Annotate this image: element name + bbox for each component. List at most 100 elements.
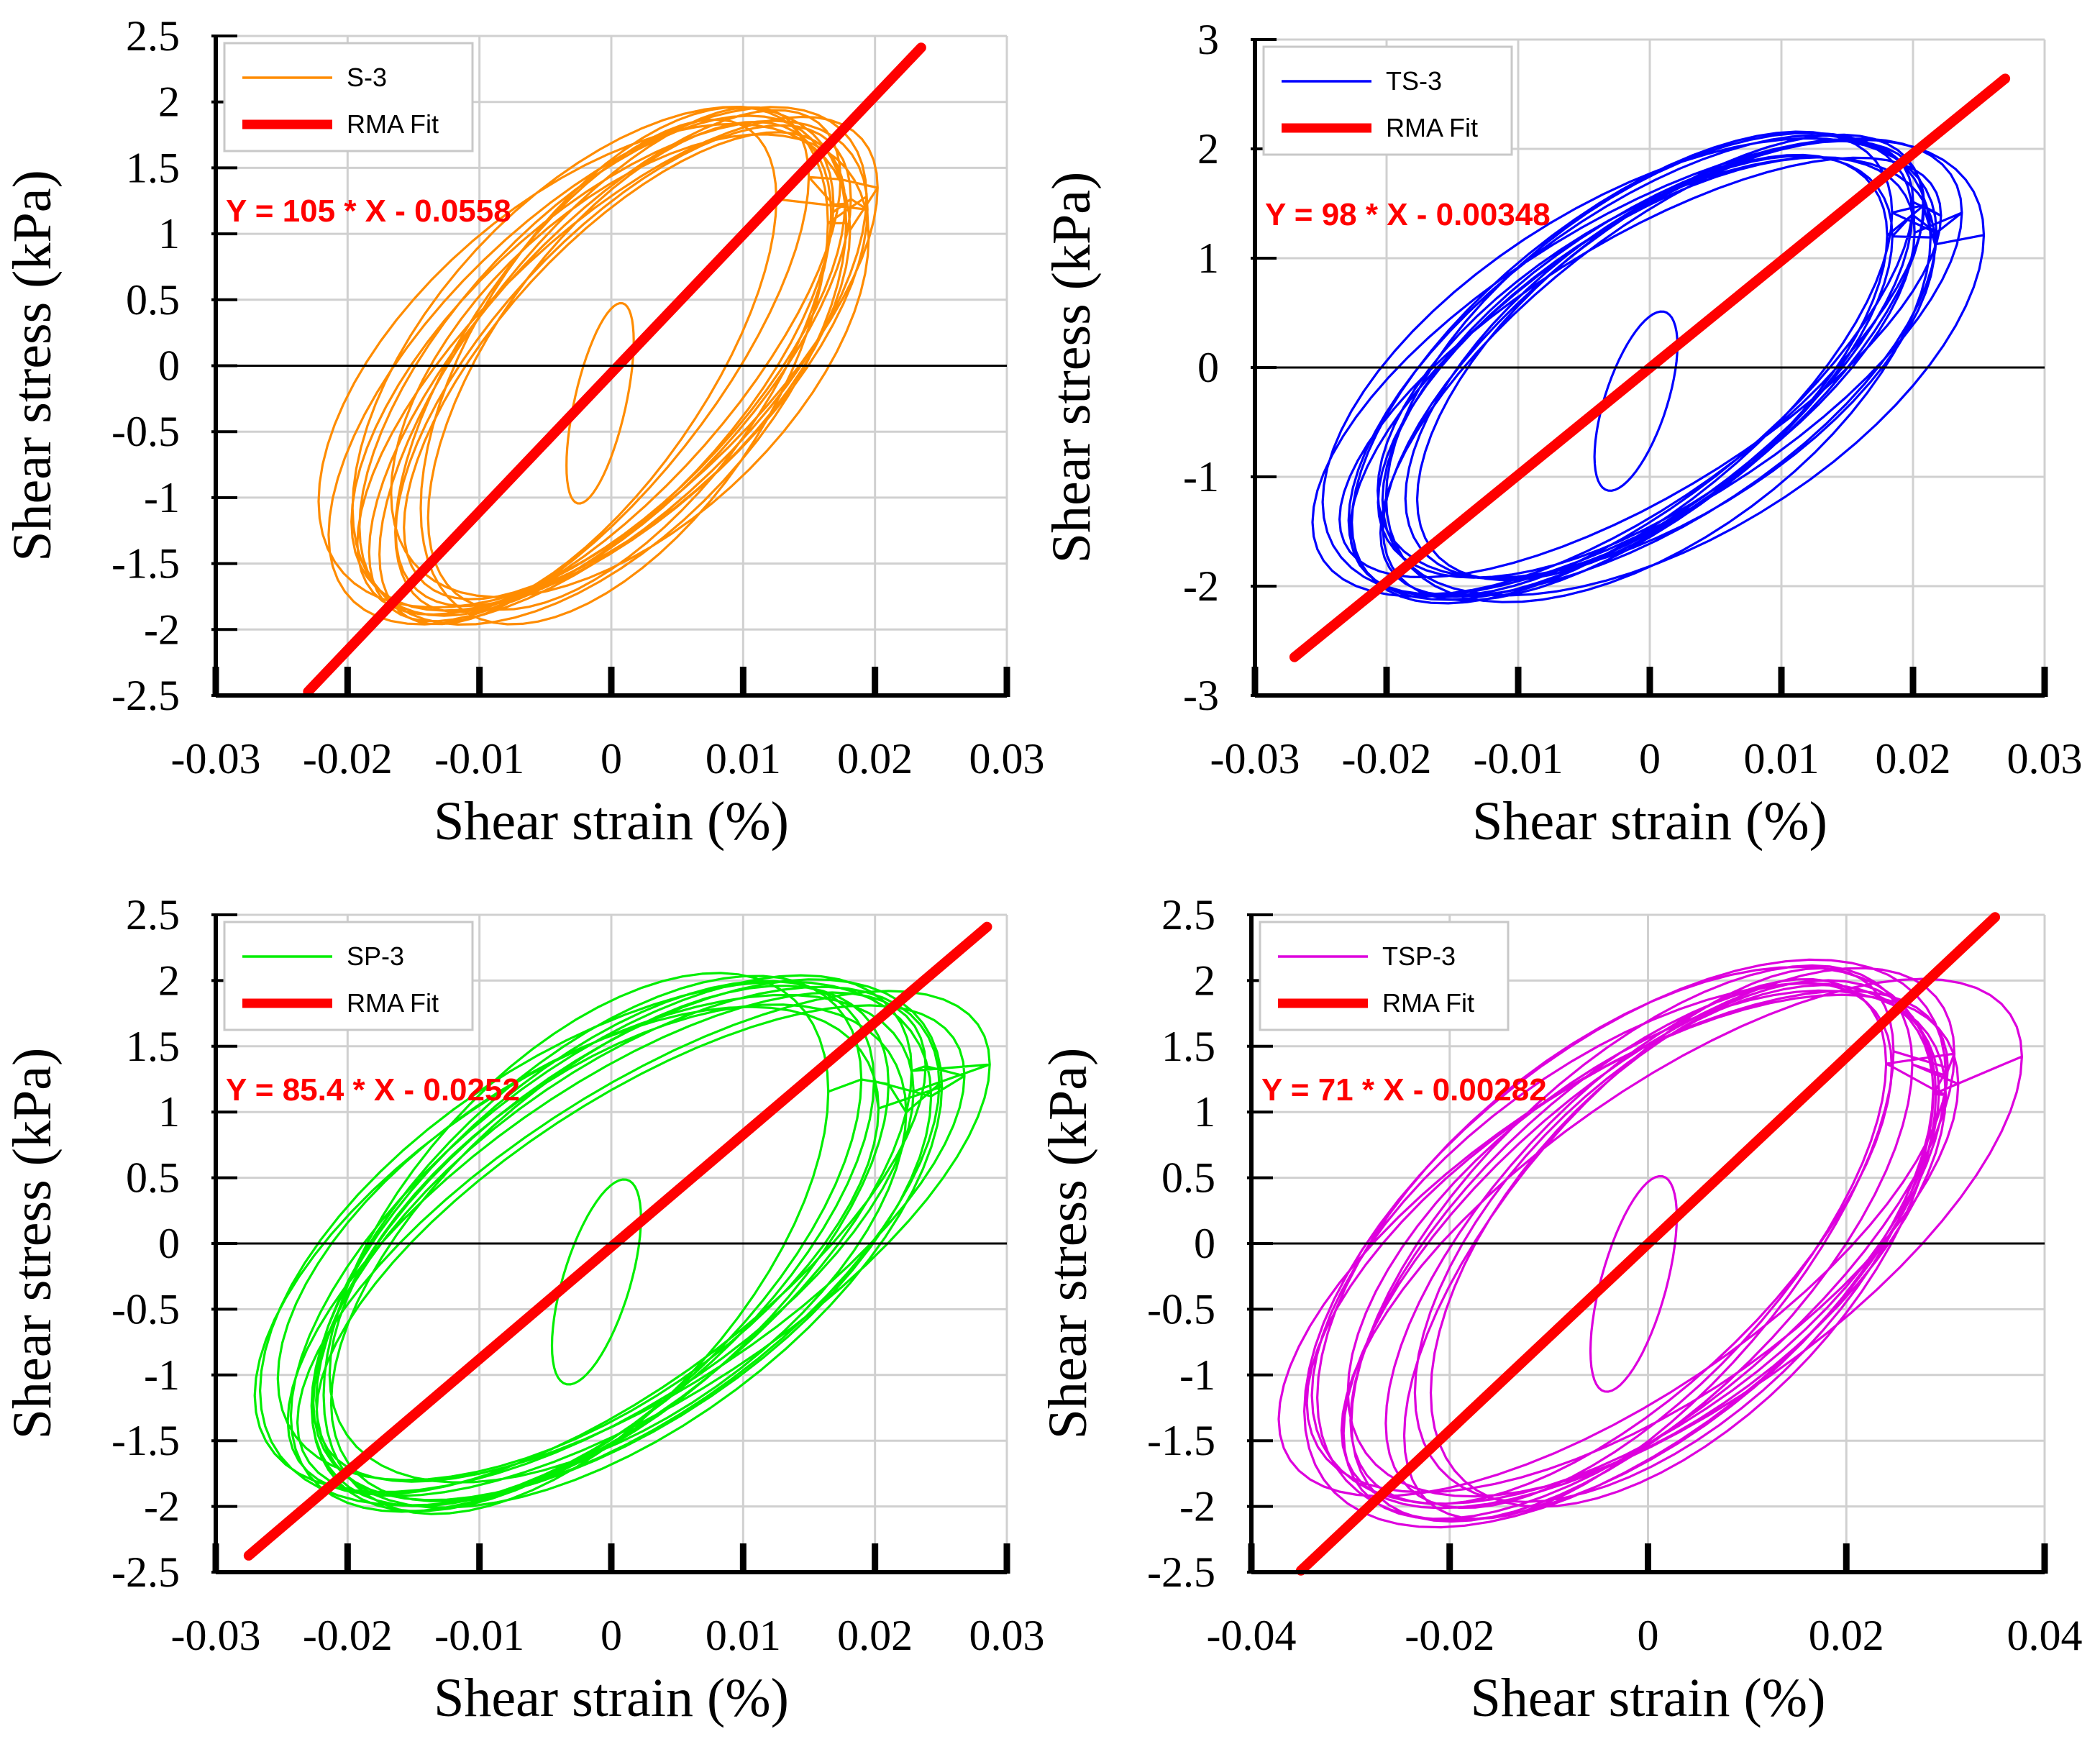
y-tick-label: 1 <box>158 210 180 257</box>
hysteresis-loops-TS-3 <box>1311 130 1986 605</box>
x-tick-label: 0.02 <box>1809 1612 1884 1659</box>
legend-label: TSP-3 <box>1382 941 1456 971</box>
y-tick-label: 2 <box>1197 125 1219 173</box>
legend-label: RMA Fit <box>347 988 439 1018</box>
y-tick-label: 2 <box>158 78 180 126</box>
y-tick-label: -2.5 <box>111 672 180 719</box>
fit-equation: Y = 85.4 * X - 0.0252 <box>226 1072 520 1108</box>
y-tick-label: 3 <box>1197 16 1219 63</box>
rma-fit-line <box>303 42 926 697</box>
legend-label: RMA Fit <box>1386 113 1478 142</box>
y-axis-title: Shear stress (kPa) <box>1041 172 1102 564</box>
legend-box <box>1259 921 1510 1031</box>
x-tick-label: -0.03 <box>171 1612 261 1659</box>
y-tick-label: 2.5 <box>126 12 180 60</box>
plot-area <box>253 972 991 1515</box>
y-tick-label: 2.5 <box>126 891 180 939</box>
x-tick-label: -0.01 <box>1474 735 1563 782</box>
x-tick-label: 0.02 <box>837 1612 913 1659</box>
x-tick-label: 0.03 <box>969 1612 1045 1659</box>
y-tick-label: -0.5 <box>1147 1285 1215 1333</box>
x-tick-label: 0 <box>1639 735 1661 782</box>
x-tick-label: -0.02 <box>303 1612 393 1659</box>
x-axis-title: Shear strain (%) <box>434 791 789 852</box>
fit-equation: Y = 98 * X - 0.00348 <box>1265 197 1551 232</box>
x-tick-label: 0.03 <box>969 735 1045 782</box>
x-tick-label: -0.03 <box>171 735 261 782</box>
x-tick-label: 0.01 <box>1744 735 1820 782</box>
x-tick-label: 0.03 <box>2007 735 2083 782</box>
legend-label: SP-3 <box>347 941 404 971</box>
x-tick-label: 0.02 <box>837 735 913 782</box>
y-tick-label: -2 <box>1179 1483 1215 1530</box>
y-tick-label: -1.5 <box>1147 1417 1215 1464</box>
y-tick-label: 2.5 <box>1161 891 1215 939</box>
hysteresis-loops-TSP-3 <box>1277 958 2023 1529</box>
y-axis-title: Shear stress (kPa) <box>2 1048 63 1440</box>
x-axis-title: Shear strain (%) <box>1472 791 1827 852</box>
y-tick-label: -0.5 <box>111 408 180 455</box>
y-axis-title: Shear stress (kPa) <box>1038 1048 1098 1440</box>
x-axis-title: Shear strain (%) <box>1471 1668 1826 1728</box>
rma-fit-line <box>243 921 992 1561</box>
chart-panel-top-right: -0.03 -0.02 -0.01 0 0.01 0.02 0.03 3 2 1 0 -1 -2 -3 Sh… <box>1041 16 2083 852</box>
plot-area <box>1311 130 1986 605</box>
y-tick-label: 1.5 <box>126 1023 180 1070</box>
legend-label: RMA Fit <box>1382 988 1474 1018</box>
y-tick-label: -0.5 <box>111 1285 180 1333</box>
x-tick-label: -0.01 <box>434 735 524 782</box>
y-tick-label: 1.5 <box>1161 1023 1215 1070</box>
y-tick-label: -1.5 <box>111 540 180 588</box>
x-tick-label: -0.02 <box>303 735 393 782</box>
y-tick-label: -1 <box>1179 1351 1215 1399</box>
x-tick-label: -0.01 <box>434 1612 524 1659</box>
legend-box <box>1262 45 1513 156</box>
x-tick-label: 0.04 <box>2007 1612 2083 1659</box>
x-axis-title: Shear strain (%) <box>434 1668 789 1728</box>
x-tick-label: 0.02 <box>1876 735 1951 782</box>
y-tick-label: -2.5 <box>111 1548 180 1596</box>
y-tick-label: 0 <box>1194 1220 1215 1267</box>
hysteresis-loops-SP-3 <box>253 972 991 1515</box>
y-tick-label: 1.5 <box>126 144 180 191</box>
legend-label: S-3 <box>347 63 387 92</box>
y-tick-label: 0.5 <box>1161 1154 1215 1202</box>
y-tick-label: 2 <box>158 957 180 1004</box>
y-tick-label: 0 <box>158 1220 180 1267</box>
fit-equation: Y = 105 * X - 0.0558 <box>226 193 511 229</box>
x-tick-label: -0.02 <box>1405 1612 1494 1659</box>
y-tick-label: 0 <box>158 342 180 390</box>
chart-panel-bottom-left: -0.03 -0.02 -0.01 0 0.01 0.02 0.03 2.5 2 1.5 1 0.5 0… <box>2 891 1045 1728</box>
chart-panel-top-left: -0.03 -0.02 -0.01 0 0.01 0.02 0.03 2.5 2 1.5 1 0.5 0… <box>2 12 1045 852</box>
y-tick-label: 1 <box>1197 234 1219 282</box>
y-tick-label: -3 <box>1183 672 1219 719</box>
y-tick-label: -2 <box>1183 562 1219 610</box>
plot-area <box>317 106 879 626</box>
y-tick-label: 0.5 <box>126 276 180 324</box>
y-tick-label: -1 <box>1183 453 1219 501</box>
x-tick-label: 0 <box>601 1612 622 1659</box>
legend-box <box>223 921 474 1031</box>
chart-panel-bottom-right: -0.04 -0.02 0 0.02 0.04 2.5 2 1.5 1 0.5 0 -0.5 -1 -1.… <box>1038 891 2083 1728</box>
y-tick-label: 0 <box>1197 344 1219 391</box>
x-tick-label: -0.03 <box>1210 735 1300 782</box>
y-tick-label: 1 <box>1194 1088 1215 1136</box>
x-tick-label: 0 <box>1638 1612 1659 1659</box>
x-tick-label: 0.01 <box>706 735 781 782</box>
y-tick-label: -1 <box>144 1351 180 1399</box>
legend-label: TS-3 <box>1386 66 1442 96</box>
legend-label: RMA Fit <box>347 109 439 139</box>
y-tick-label: -1.5 <box>111 1417 180 1464</box>
y-tick-label: -2.5 <box>1147 1548 1215 1596</box>
plot-area <box>1277 958 2023 1529</box>
legend-box <box>223 42 474 152</box>
y-tick-label: 1 <box>158 1088 180 1136</box>
fit-equation: Y = 71 * X - 0.00282 <box>1261 1072 1547 1108</box>
y-axis-title: Shear stress (kPa) <box>2 170 63 562</box>
x-tick-label: 0.01 <box>706 1612 781 1659</box>
y-tick-label: -2 <box>144 1483 180 1530</box>
x-tick-label: 0 <box>601 735 622 782</box>
hysteresis-loops-S-3 <box>317 106 879 626</box>
x-tick-label: -0.02 <box>1342 735 1432 782</box>
